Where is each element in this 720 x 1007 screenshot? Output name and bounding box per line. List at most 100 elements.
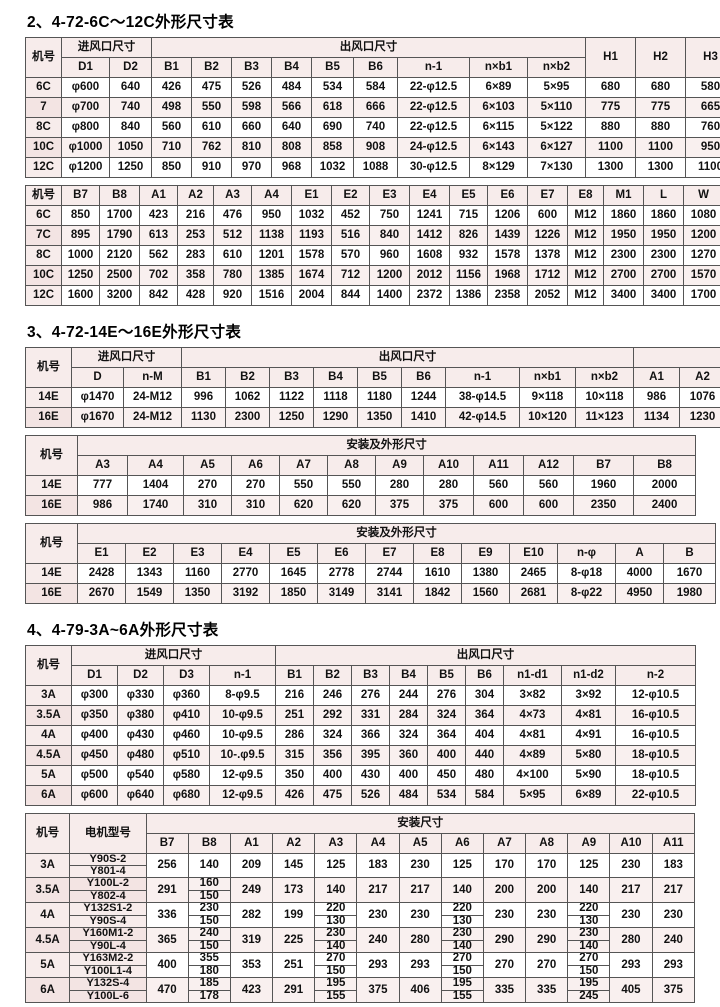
col-header-nxb2: n×b2 <box>575 367 634 388</box>
row-machine-number: 6C <box>25 205 62 226</box>
col-header-n1: n-1 <box>397 57 470 78</box>
table-cell: 2300 <box>603 245 644 266</box>
col-header-a5: A5 <box>183 455 232 476</box>
table-cell: φ600 <box>71 785 118 806</box>
table-cell: 1250 <box>61 265 100 286</box>
col-header-e6: E6 <box>317 543 366 564</box>
table-cell: 355 180 <box>187 952 231 978</box>
row-machine-number: 14E <box>25 475 78 496</box>
col-header-n1d1: n1-d1 <box>503 665 562 686</box>
col-header-m1: M1 <box>603 185 644 206</box>
table-cell: 1200 <box>683 225 720 246</box>
table-cell: 173 <box>272 877 316 903</box>
table-cell: 1343 <box>125 563 174 584</box>
table-cell: 270 <box>482 952 527 978</box>
table-cell: 1290 <box>313 407 358 428</box>
table-cell: 240 <box>356 927 400 953</box>
table-cell: 810 <box>231 137 272 158</box>
table-4-79-3a-6a-install: 机号 电机型号 安装尺寸 B7 B8 A1 A2 A3 A4 A5 A6 A7 … <box>24 813 696 1003</box>
table-cell: 715 <box>449 205 488 226</box>
table-cell: 1206 <box>487 205 528 226</box>
table-cell: 4×73 <box>503 705 562 726</box>
col-header-b5: B5 <box>311 57 354 78</box>
col-header-a: A <box>615 543 664 564</box>
table-cell: 9×118 <box>519 387 576 408</box>
table-row: 16E 986 1740 310 310 620 620 375 375 600 600 2350 24… <box>25 495 697 516</box>
table-cell: 38-φ14.5 <box>445 387 520 408</box>
table-cell: 1578 <box>291 245 332 266</box>
col-header-a3: A3 <box>77 455 128 476</box>
table-row: 3A Y90S-2 Y801-4 256 140 209 145 125 183 230 125 17… <box>24 853 696 878</box>
table-cell: 195 155 <box>314 977 358 1003</box>
table-cell: 620 <box>327 495 376 516</box>
table-cell: 335 <box>482 977 527 1003</box>
table-cell: 1412 <box>409 225 450 246</box>
table-cell: 270 150 <box>440 952 484 978</box>
col-header-n1d2: n1-d2 <box>561 665 616 686</box>
table-cell: 2681 <box>509 583 558 604</box>
table-cell: 12-φ9.5 <box>209 785 276 806</box>
col-header-b1: B1 <box>151 57 192 78</box>
table-cell: 526 <box>231 77 272 98</box>
col-header-a3: A3 <box>314 833 358 854</box>
table-cell: φ800 <box>61 117 110 138</box>
table-cell: 199 <box>272 902 316 928</box>
table-cell: 230 <box>356 902 400 928</box>
table-cell: φ640 <box>117 785 164 806</box>
col-header-e2: E2 <box>331 185 370 206</box>
table-cell: 364 <box>427 725 466 746</box>
col-header-l: L <box>643 185 684 206</box>
table-cell: 2400 <box>632 495 697 516</box>
table-cell: 3400 <box>643 285 684 306</box>
table-cell: 256 <box>145 853 189 878</box>
table-cell: 2770 <box>221 563 270 584</box>
table-cell: 475 <box>191 77 232 98</box>
col-header-a2: A2 <box>177 185 214 206</box>
table-cell: 775 <box>585 97 636 118</box>
table-row: 6C φ600 640 426 475 526 484 534 584 22-φ12.5 6×89 5… <box>25 77 720 98</box>
table-cell: 1226 <box>527 225 568 246</box>
table-cell: 4×91 <box>561 725 616 746</box>
table-cell: 185 178 <box>187 977 231 1003</box>
table-cell: 1860 <box>603 205 644 226</box>
table-cell: 1100 <box>585 137 636 158</box>
table-cell: 566 <box>271 97 312 118</box>
table-4-72-14e-16e-install-e: 机号 安装及外形尺寸 E1 E2 E3 E4 E5 E6 E7 E8 E9 E1… <box>25 523 717 604</box>
col-header-machine: 机号 <box>25 435 78 476</box>
table-cell: 225 <box>272 927 316 953</box>
table-cell: 216 <box>177 205 214 226</box>
col-header-n1: n-1 <box>445 367 520 388</box>
table-cell: 570 <box>331 245 370 266</box>
table-4-72-14e-16e-main: 机号 进风口尺寸 出风口尺寸 D n-M B1 B2 B3 B4 B5 B6 n… <box>25 347 720 428</box>
table-cell: 230 140 <box>440 927 484 953</box>
table-row: 5A Y163M2-2 Y100L1-4 400 355 180 353 251 270 150 2… <box>24 952 696 978</box>
table-cell: 1700 <box>99 205 140 226</box>
col-header-b2: B2 <box>313 665 352 686</box>
table-cell: 4×81 <box>503 725 562 746</box>
table-cell: 249 <box>229 877 274 903</box>
table-cell: 251 <box>272 952 316 978</box>
table-cell: 200 <box>482 877 527 903</box>
table-cell: 404 <box>465 725 504 746</box>
col-header-d2: D2 <box>117 665 164 686</box>
table-body: 14E 2428 1343 1160 2770 1645 2778 2744 1610 1380 2… <box>25 563 717 604</box>
row-machine-number: 12C <box>25 285 62 306</box>
table-cell: 1674 <box>291 265 332 286</box>
table-cell: φ350 <box>71 705 118 726</box>
row-machine-number: 4.5A <box>24 927 71 953</box>
table-cell: 560 <box>523 475 574 496</box>
col-header-machine: 机号 <box>25 523 78 564</box>
table-cell: 426 <box>151 77 192 98</box>
col-header-d1: D1 <box>71 665 118 686</box>
table-cell: 1378 <box>527 245 568 266</box>
table-cell: 1386 <box>449 285 488 306</box>
col-header-nxb2: n×b2 <box>527 57 586 78</box>
table-cell: 840 <box>109 117 152 138</box>
table-cell: 1670 <box>662 563 717 584</box>
col-header-a6: A6 <box>231 455 280 476</box>
row-machine-number: 12C <box>25 157 62 178</box>
table-cell: 1241 <box>409 205 450 226</box>
table-cell: 2300 <box>225 407 270 428</box>
table-cell: φ380 <box>117 705 164 726</box>
table-cell: 30-φ12.5 <box>397 157 470 178</box>
